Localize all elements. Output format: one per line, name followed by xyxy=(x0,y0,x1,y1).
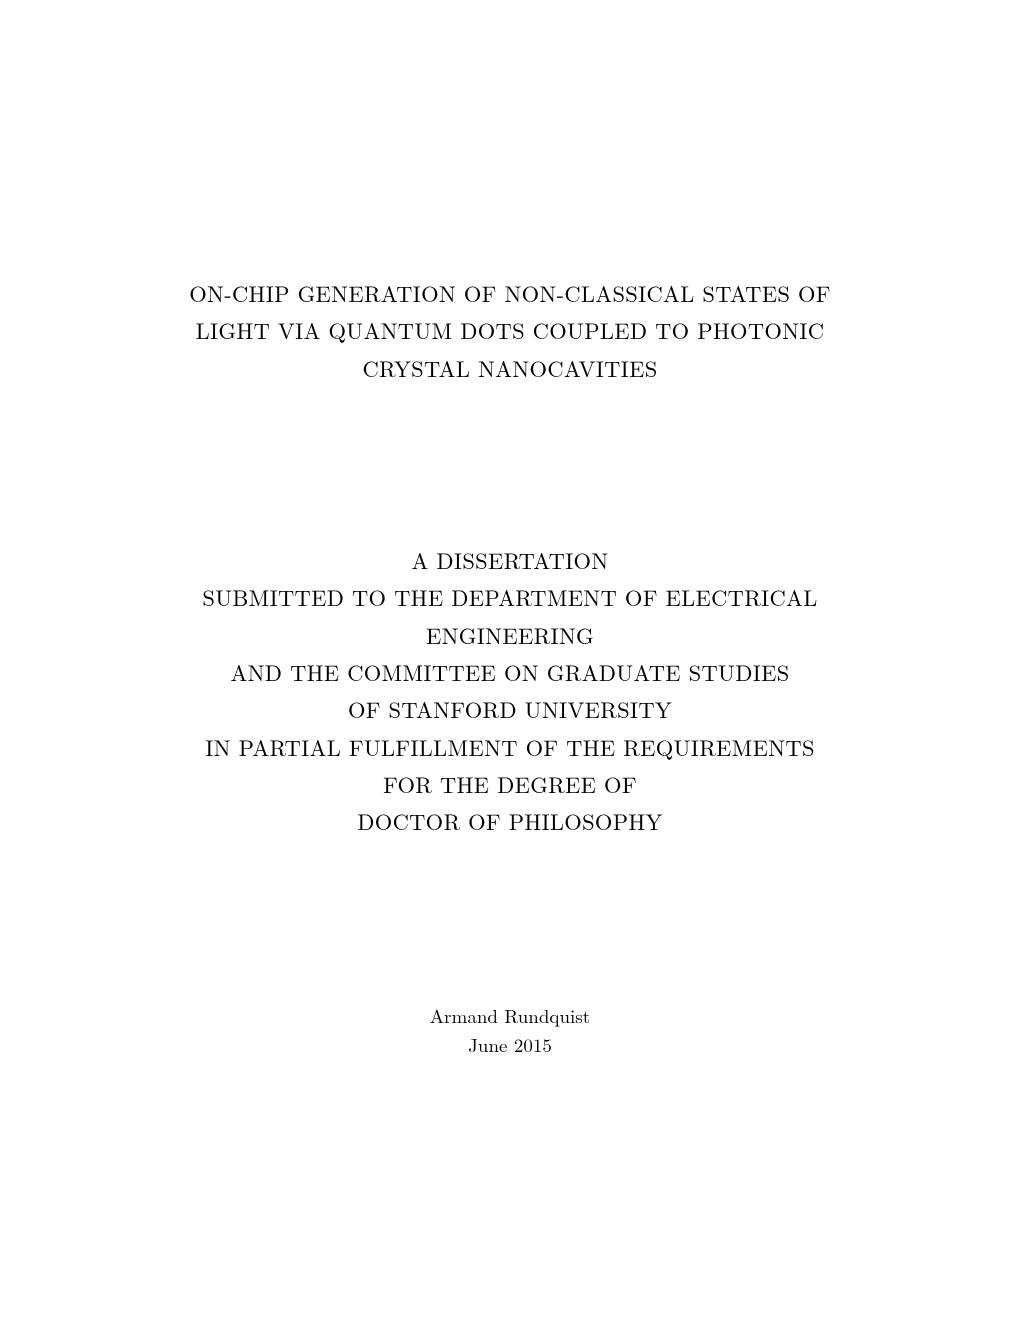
submission-line-4: AND THE COMMITTEE ON GRADUATE STUDIES xyxy=(0,654,1020,691)
submission-line-8: DOCTOR OF PHILOSOPHY xyxy=(0,803,1020,840)
submission-line-5: OF STANFORD UNIVERSITY xyxy=(0,691,1020,728)
title-page: ON-CHIP GENERATION OF NON-CLASSICAL STAT… xyxy=(0,0,1020,1320)
submission-line-7: FOR THE DEGREE OF xyxy=(0,766,1020,803)
submission-line-3: ENGINEERING xyxy=(0,617,1020,654)
author-name: Armand Rundquist xyxy=(0,1001,1020,1030)
submission-date: June 2015 xyxy=(0,1030,1020,1059)
title-line-1: ON-CHIP GENERATION OF NON-CLASSICAL STAT… xyxy=(0,275,1020,312)
author-block: Armand Rundquist June 2015 xyxy=(0,1001,1020,1060)
submission-line-1: A DISSERTATION xyxy=(0,542,1020,579)
dissertation-title: ON-CHIP GENERATION OF NON-CLASSICAL STAT… xyxy=(0,275,1020,387)
submission-line-2: SUBMITTED TO THE DEPARTMENT OF ELECTRICA… xyxy=(0,579,1020,616)
submission-line-6: IN PARTIAL FULFILLMENT OF THE REQUIREMEN… xyxy=(0,729,1020,766)
title-line-3: CRYSTAL NANOCAVITIES xyxy=(0,350,1020,387)
title-line-2: LIGHT VIA QUANTUM DOTS COUPLED TO PHOTON… xyxy=(0,312,1020,349)
submission-statement: A DISSERTATION SUBMITTED TO THE DEPARTME… xyxy=(0,542,1020,841)
